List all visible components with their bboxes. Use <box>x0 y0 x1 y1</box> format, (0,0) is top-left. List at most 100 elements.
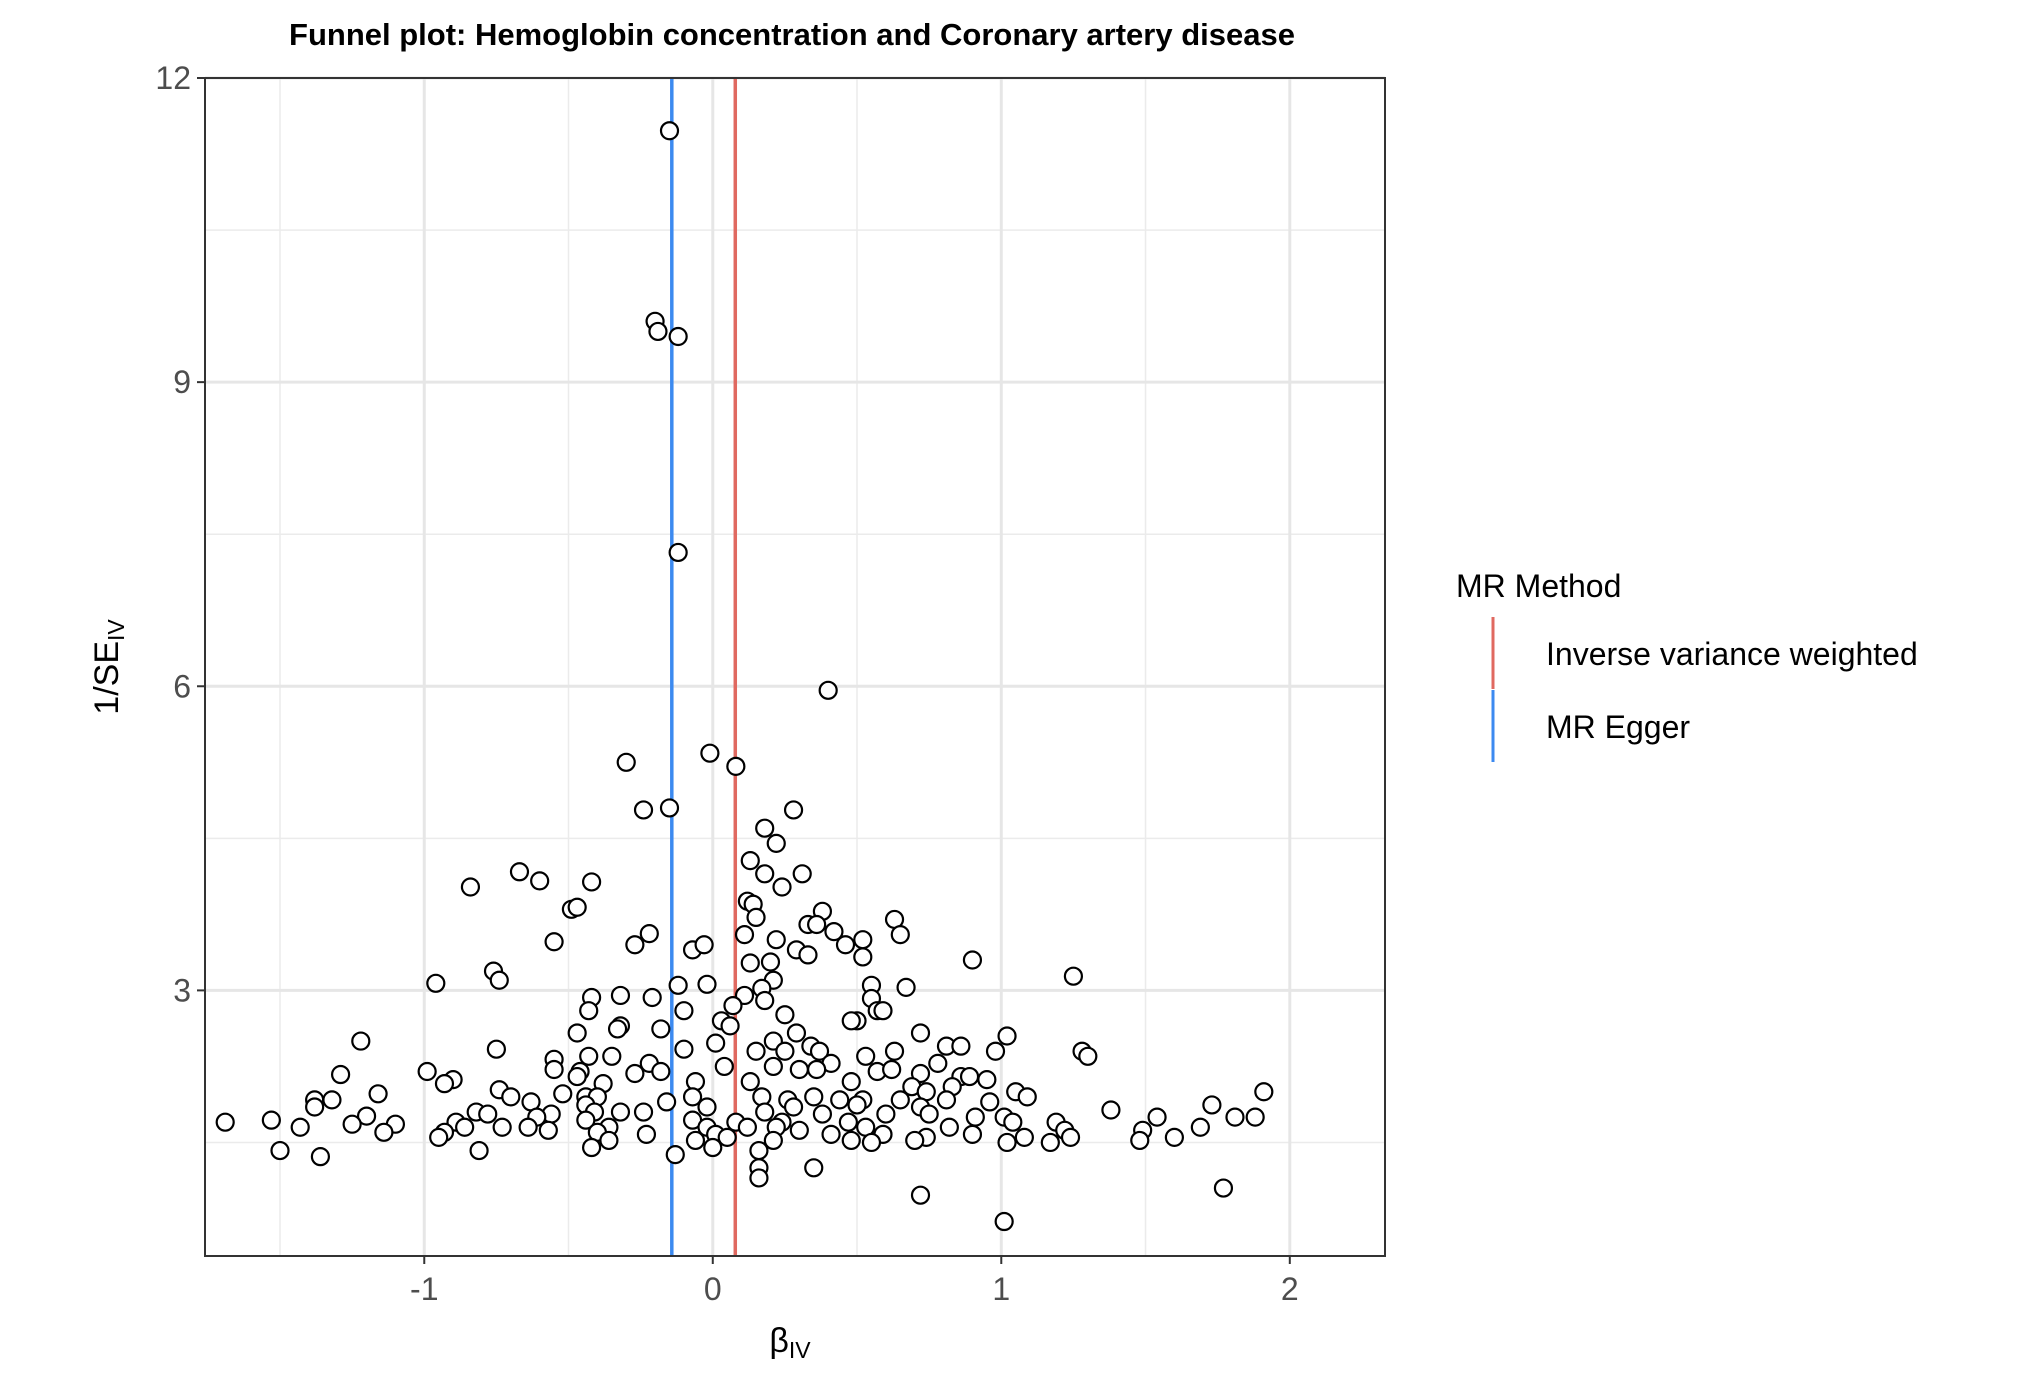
y-tick-label: 6 <box>173 668 191 704</box>
data-point <box>804 1087 824 1107</box>
x-tick-label: -1 <box>410 1271 438 1307</box>
data-point <box>853 947 873 967</box>
data-point <box>1213 1178 1234 1198</box>
x-axis: -1 0 1 2 <box>410 1256 1299 1307</box>
data-point <box>890 1090 910 1110</box>
data-point <box>962 950 983 970</box>
data-point <box>786 1023 807 1043</box>
data-point <box>807 1059 827 1080</box>
data-point <box>610 985 631 1006</box>
data-point <box>807 914 827 935</box>
data-point <box>890 925 910 945</box>
data-point <box>697 1097 717 1117</box>
data-point <box>717 1127 737 1147</box>
data-point <box>841 1130 861 1151</box>
data-point <box>884 1041 905 1061</box>
data-point <box>763 1056 783 1077</box>
data-point <box>749 1140 769 1161</box>
data-point <box>853 930 873 950</box>
data-point <box>910 1185 931 1205</box>
data-point <box>775 1041 795 1061</box>
data-point <box>567 1023 587 1043</box>
data-point <box>962 1124 983 1144</box>
data-point <box>639 924 659 944</box>
data-point <box>905 1130 925 1151</box>
data-point <box>783 800 804 820</box>
data-point <box>835 935 856 955</box>
grid <box>205 76 1385 1256</box>
data-point <box>910 1063 931 1084</box>
data-point <box>567 1066 587 1087</box>
data-point <box>426 973 446 993</box>
data-point <box>821 1124 841 1144</box>
data-point <box>518 1117 538 1137</box>
y-tick-label: 9 <box>173 364 191 400</box>
data-point <box>919 1104 939 1124</box>
data-point <box>492 1117 512 1137</box>
data-point <box>882 1059 902 1080</box>
data-points <box>215 121 1274 1232</box>
data-point <box>1060 1127 1081 1147</box>
data-point <box>659 798 680 818</box>
data-point <box>1147 1107 1167 1127</box>
data-point <box>665 1145 685 1165</box>
data-point <box>668 542 688 563</box>
data-point <box>997 1026 1017 1046</box>
data-point <box>830 1090 850 1110</box>
data-point <box>1078 1046 1098 1066</box>
data-point <box>261 1110 281 1130</box>
data-point <box>633 800 654 820</box>
plot-border <box>204 77 1386 1257</box>
data-point <box>936 1090 957 1110</box>
data-point <box>486 1039 506 1059</box>
data-point <box>501 1087 521 1107</box>
data-point <box>847 1095 867 1115</box>
data-point <box>1063 966 1084 986</box>
data-point <box>841 1072 861 1092</box>
data-point <box>720 1016 740 1036</box>
data-point <box>368 1084 388 1104</box>
data-point <box>746 907 766 928</box>
data-point <box>1017 1087 1037 1107</box>
y-axis: 3 6 9 12 <box>155 60 205 1008</box>
data-point <box>789 1059 809 1080</box>
data-point <box>489 970 509 990</box>
data-point <box>599 1130 619 1151</box>
data-point <box>977 1070 997 1090</box>
data-point <box>873 1001 893 1021</box>
data-point <box>1040 1132 1060 1153</box>
data-point <box>1202 1095 1222 1115</box>
data-point <box>746 1041 766 1061</box>
data-point <box>812 1104 833 1124</box>
data-point <box>760 952 781 972</box>
data-point <box>538 1120 558 1140</box>
data-point <box>1190 1117 1210 1137</box>
data-point <box>553 1084 573 1104</box>
data-point <box>740 953 760 973</box>
data-point <box>965 1107 985 1127</box>
data-point <box>1003 1112 1023 1132</box>
data-point <box>610 1102 631 1122</box>
data-point <box>305 1097 325 1117</box>
data-point <box>694 935 714 955</box>
data-point <box>818 680 838 700</box>
data-point <box>674 1039 694 1059</box>
data-point <box>509 862 530 882</box>
method-lines <box>670 78 738 1256</box>
data-point <box>579 1001 599 1021</box>
data-point <box>755 864 775 884</box>
data-point <box>703 1137 723 1158</box>
data-point <box>772 877 792 897</box>
data-point <box>775 1005 795 1025</box>
data-point <box>633 1102 654 1122</box>
data-point <box>755 818 775 838</box>
data-point <box>841 1011 861 1031</box>
data-point <box>374 1122 394 1142</box>
data-point <box>616 752 636 772</box>
data-point <box>706 1033 726 1053</box>
data-point <box>749 1168 769 1188</box>
x-tick-label: 2 <box>1281 1271 1299 1307</box>
data-point <box>980 1092 1000 1112</box>
data-point <box>985 1041 1006 1061</box>
